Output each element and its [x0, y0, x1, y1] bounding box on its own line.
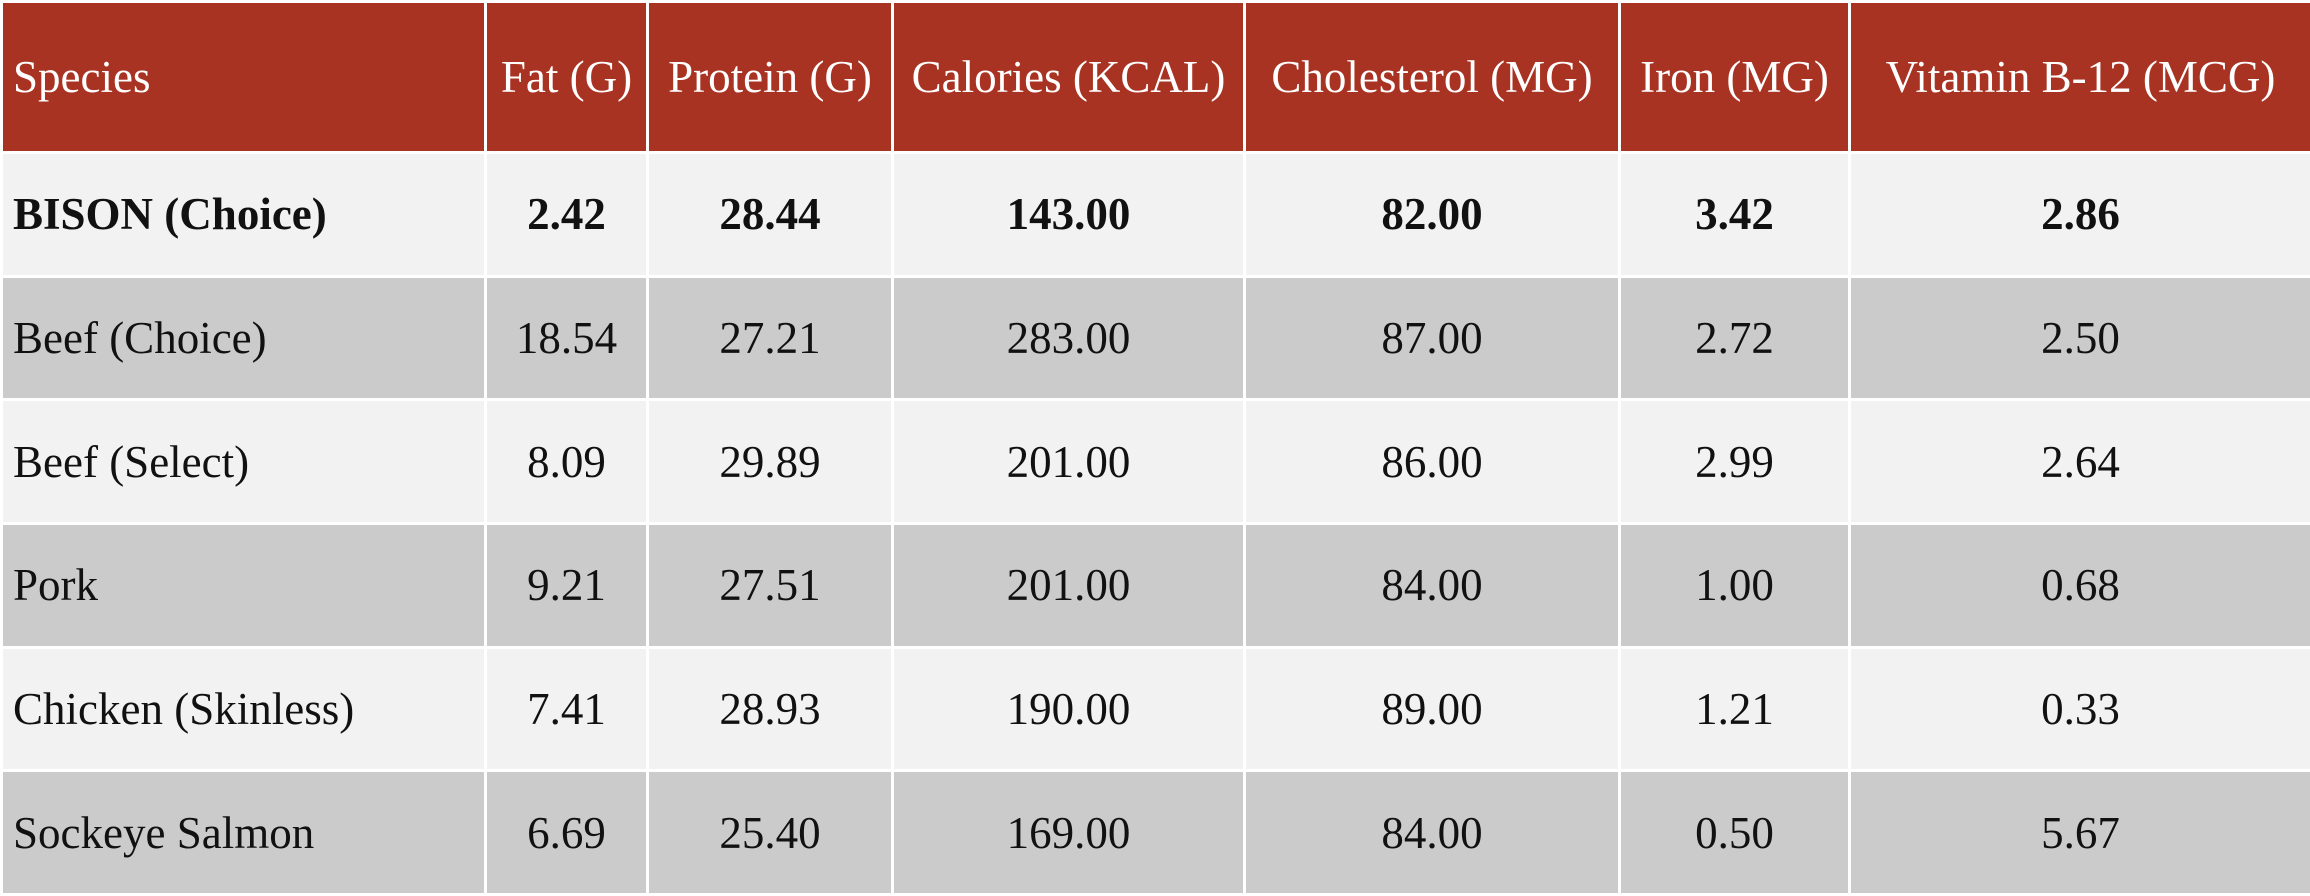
cell-cholesterol: 82.00	[1243, 151, 1621, 278]
cell-fat: 8.09	[484, 398, 649, 525]
column-header-vitamin-b12: Vitamin B-12 (MCG)	[1848, 0, 2310, 154]
column-header-fat: Fat (G)	[484, 0, 649, 154]
cell-iron: 1.00	[1618, 521, 1851, 649]
cell-vitamin-b12: 2.50	[1848, 274, 2310, 402]
cell-iron: 2.72	[1618, 274, 1851, 402]
cell-cholesterol: 89.00	[1243, 645, 1621, 773]
cell-iron: 0.50	[1618, 769, 1851, 896]
header-row: Species Fat (G) Protein (G) Calories (KC…	[0, 0, 2310, 154]
cell-vitamin-b12: 0.33	[1848, 645, 2310, 773]
cell-calories: 201.00	[891, 521, 1246, 649]
cell-fat: 2.42	[484, 151, 649, 278]
table-row-beef-select: Beef (Select) 8.09 29.89 201.00 86.00 2.…	[0, 398, 2310, 525]
cell-vitamin-b12: 2.64	[1848, 398, 2310, 525]
cell-species: Beef (Select)	[0, 398, 487, 525]
cell-fat: 9.21	[484, 521, 649, 649]
table-row-pork: Pork 9.21 27.51 201.00 84.00 1.00 0.68	[0, 521, 2310, 649]
cell-fat: 6.69	[484, 769, 649, 896]
cell-protein: 28.93	[646, 645, 894, 773]
cell-calories: 201.00	[891, 398, 1246, 525]
cell-fat: 7.41	[484, 645, 649, 773]
cell-cholesterol: 87.00	[1243, 274, 1621, 402]
cell-calories: 169.00	[891, 769, 1246, 896]
column-header-iron: Iron (MG)	[1618, 0, 1851, 154]
column-header-cholesterol: Cholesterol (MG)	[1243, 0, 1621, 154]
cell-calories: 190.00	[891, 645, 1246, 773]
cell-cholesterol: 84.00	[1243, 769, 1621, 896]
cell-protein: 28.44	[646, 151, 894, 278]
cell-calories: 283.00	[891, 274, 1246, 402]
cell-species: BISON (Choice)	[0, 151, 487, 278]
cell-species: Pork	[0, 521, 487, 649]
cell-species: Sockeye Salmon	[0, 769, 487, 896]
table-row-bison: BISON (Choice) 2.42 28.44 143.00 82.00 3…	[0, 151, 2310, 278]
cell-protein: 27.51	[646, 521, 894, 649]
cell-calories: 143.00	[891, 151, 1246, 278]
column-header-calories: Calories (KCAL)	[891, 0, 1246, 154]
column-header-protein: Protein (G)	[646, 0, 894, 154]
cell-cholesterol: 84.00	[1243, 521, 1621, 649]
cell-species: Chicken (Skinless)	[0, 645, 487, 773]
cell-iron: 3.42	[1618, 151, 1851, 278]
cell-vitamin-b12: 5.67	[1848, 769, 2310, 896]
column-header-species: Species	[0, 0, 487, 154]
cell-iron: 1.21	[1618, 645, 1851, 773]
cell-vitamin-b12: 0.68	[1848, 521, 2310, 649]
cell-iron: 2.99	[1618, 398, 1851, 525]
cell-cholesterol: 86.00	[1243, 398, 1621, 525]
table-row-sockeye-salmon: Sockeye Salmon 6.69 25.40 169.00 84.00 0…	[0, 769, 2310, 896]
table-row-beef-choice: Beef (Choice) 18.54 27.21 283.00 87.00 2…	[0, 274, 2310, 402]
cell-species: Beef (Choice)	[0, 274, 487, 402]
table-row-chicken: Chicken (Skinless) 7.41 28.93 190.00 89.…	[0, 645, 2310, 773]
cell-protein: 27.21	[646, 274, 894, 402]
cell-fat: 18.54	[484, 274, 649, 402]
cell-vitamin-b12: 2.86	[1848, 151, 2310, 278]
cell-protein: 29.89	[646, 398, 894, 525]
cell-protein: 25.40	[646, 769, 894, 896]
